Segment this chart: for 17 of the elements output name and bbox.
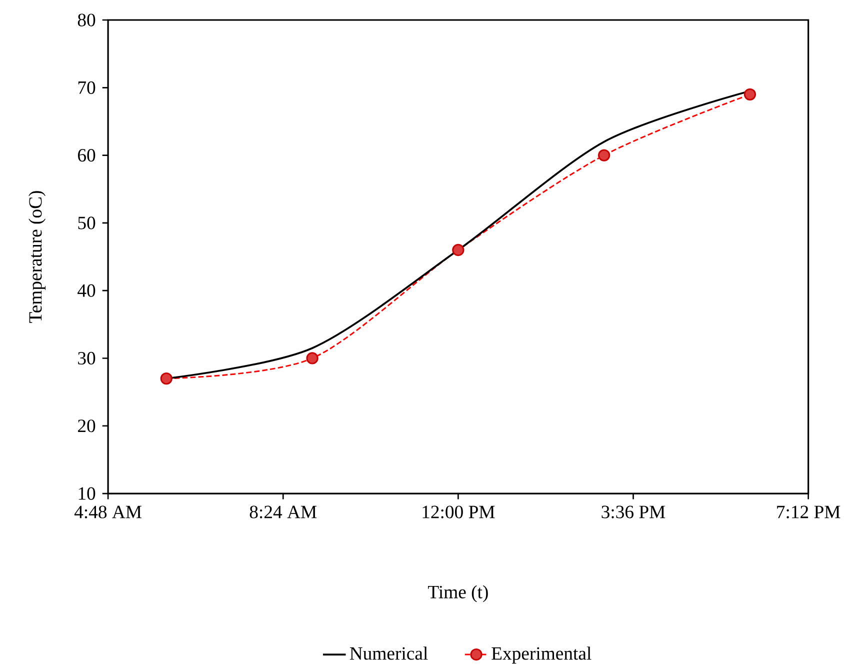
x-tick-label: 3:36 PM [602, 506, 666, 518]
legend-label: Experimental [492, 646, 592, 664]
legend-label: Numerical [350, 646, 428, 660]
x-tick-label: 12:00 PM [422, 506, 495, 518]
y-axis-title: Temperature (oC) [28, 190, 46, 323]
y-tick-label: 30 [78, 352, 96, 364]
y-tick-label: 70 [78, 81, 96, 94]
x-tick-label: 7:12 PM [777, 506, 840, 518]
y-tick-label: 60 [78, 148, 96, 162]
y-tick-label: 50 [78, 216, 96, 230]
y-tick-label: 20 [78, 419, 96, 432]
x-axis-title: Time (t) [428, 585, 488, 602]
x-tick-label: 8:24 AM [250, 506, 317, 518]
y-tick-label: 80 [78, 14, 96, 26]
y-tick-label: 10 [78, 487, 96, 500]
x-tick-label: 4:48 AM [74, 506, 142, 518]
y-tick-label: 40 [78, 284, 96, 297]
